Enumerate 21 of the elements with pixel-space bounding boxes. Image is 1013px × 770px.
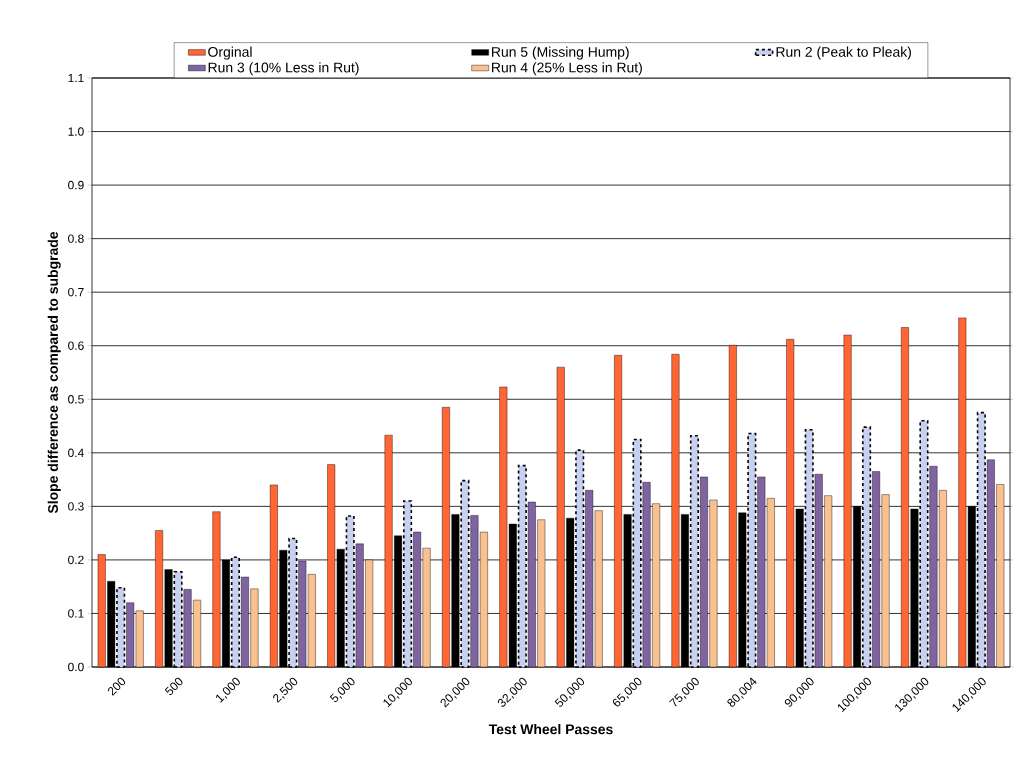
y-axis-title: Slope difference as compared to subgrade [47,231,61,514]
y-tick-label: 0.2 [68,555,84,565]
y-tick-label: 0.0 [68,662,84,672]
y-tick-label: 0.8 [68,234,84,243]
legend-label: Run 4 (25% Less in Rut) [492,62,642,76]
legend-label: Run 5 (Missing Hump) [492,46,629,60]
y-tick-label: 0.3 [68,502,84,511]
y-tick-label: 0.4 [68,448,84,458]
y-tick-label: 0.1 [68,609,84,618]
y-tick-label: 1.1 [68,73,84,83]
x-tick-label: 500 [164,677,183,696]
x-axis-title: Test Wheel Passes [488,723,613,735]
y-tick-label: 1.0 [68,127,84,136]
y-tick-label: 0.7 [68,287,84,297]
y-tick-label: 0.9 [68,180,84,190]
legend-label: Orginal [208,46,252,60]
y-tick-label: 0.5 [68,395,84,404]
y-tick-label: 0.6 [68,341,84,350]
legend-label: Run 2 (Peak to Pleak) [776,46,911,60]
x-tick-label: 200 [108,677,126,696]
legend-label: Run 3 (10% Less in Rut) [208,62,359,76]
